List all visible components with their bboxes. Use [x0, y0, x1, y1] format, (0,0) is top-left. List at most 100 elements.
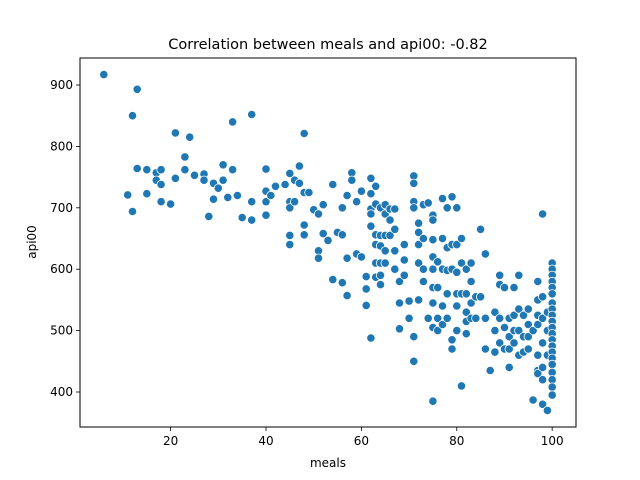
scatter-point: [428, 235, 438, 245]
x-axis-label: meals: [310, 456, 346, 470]
scatter-point: [537, 209, 548, 219]
y-tick-label: 600: [50, 262, 73, 276]
scatter-point: [528, 395, 538, 405]
scatter-point: [533, 368, 543, 379]
scatter-point: [542, 405, 553, 415]
scatter-point: [285, 230, 295, 240]
scatter-point: [185, 132, 195, 142]
scatter-point: [547, 390, 557, 400]
scatter-point: [366, 209, 376, 219]
scatter-point: [132, 84, 142, 94]
scatter-point: [232, 190, 242, 201]
scatter-point: [514, 270, 524, 280]
scatter-point: [366, 189, 376, 199]
scatter-point: [452, 203, 462, 213]
scatter-point: [514, 304, 524, 314]
scatter-point: [428, 396, 438, 406]
scatter-point: [228, 165, 238, 175]
scatter-point: [523, 304, 533, 314]
scatter-point: [447, 192, 457, 202]
scatter-point: [466, 276, 476, 287]
scatter-point: [437, 301, 448, 311]
scatter-point: [218, 160, 228, 170]
scatter-point: [99, 70, 109, 80]
scatter-point: [537, 292, 548, 302]
scatter-point: [433, 282, 443, 293]
scatter-point: [132, 163, 142, 174]
scatter-point: [461, 307, 471, 317]
x-tick-label: 40: [258, 434, 273, 448]
scatter-point: [456, 381, 467, 391]
scatter-point: [237, 213, 247, 223]
scatter-point: [413, 295, 424, 305]
scatter-point: [409, 332, 419, 342]
scatter-point: [409, 203, 419, 213]
scatter-point: [371, 181, 381, 191]
scatter-point: [428, 264, 438, 274]
scatter-point: [413, 227, 424, 237]
scatter-point: [123, 190, 133, 200]
scatter-point: [390, 246, 400, 256]
scatter-point: [318, 229, 328, 239]
scatter-point: [504, 362, 514, 372]
scatter-point: [218, 175, 228, 185]
scatter-point: [428, 298, 438, 308]
scatter-point: [480, 344, 490, 354]
scatter-point: [461, 329, 471, 339]
scatter-point: [442, 289, 452, 299]
scatter-point: [361, 284, 371, 294]
scatter-point: [495, 313, 505, 323]
x-tick-label: 60: [354, 434, 369, 448]
scatter-point: [385, 230, 395, 240]
scatter-point: [475, 292, 486, 302]
scatter-point: [380, 246, 390, 256]
scatter-point: [285, 240, 295, 250]
scatter-point: [394, 298, 405, 308]
scatter-point: [428, 215, 438, 225]
scatter-point: [247, 197, 257, 207]
scatter-point: [509, 338, 519, 348]
scatter-point: [523, 319, 533, 330]
scatter-point: [323, 235, 333, 245]
scatter-point: [480, 249, 490, 259]
y-tick-label: 700: [50, 201, 73, 215]
scatter-point: [390, 264, 400, 274]
scatter-point: [413, 240, 424, 250]
scatter-point: [442, 313, 452, 323]
scatter-point: [313, 253, 324, 263]
scatter-point: [528, 325, 538, 336]
scatter-point: [490, 325, 500, 336]
y-axis-ticks: 400 500 600 700 800 900: [50, 78, 80, 399]
scatter-point: [495, 338, 505, 348]
points-layer: [99, 70, 557, 415]
scatter-point: [356, 186, 366, 196]
scatter-point: [156, 165, 166, 175]
scatter-point: [547, 289, 557, 299]
scatter-point: [466, 298, 476, 308]
scatter-point: [261, 210, 271, 220]
scatter-point: [413, 218, 424, 228]
scatter-point: [537, 362, 548, 372]
scatter-point: [399, 255, 409, 265]
scatter-point: [142, 189, 152, 199]
scatter-point: [499, 282, 510, 293]
scatter-point: [437, 233, 448, 244]
scatter-point: [537, 338, 548, 348]
scatter-point: [270, 181, 281, 191]
scatter-point: [266, 190, 276, 201]
scatter-point: [304, 187, 314, 198]
x-tick-label: 20: [163, 434, 178, 448]
x-tick-label: 100: [541, 434, 564, 448]
scatter-point: [471, 313, 481, 323]
scatter-point: [456, 233, 467, 244]
scatter-point: [537, 399, 548, 409]
scatter-point: [208, 194, 219, 204]
scatter-point: [433, 313, 443, 323]
scatter-point: [490, 307, 500, 317]
y-tick-label: 500: [50, 324, 73, 338]
scatter-point: [437, 194, 448, 204]
scatter-point: [394, 324, 405, 334]
scatter-point: [547, 382, 557, 392]
scatter-point: [180, 165, 190, 175]
scatter-point: [418, 233, 428, 244]
